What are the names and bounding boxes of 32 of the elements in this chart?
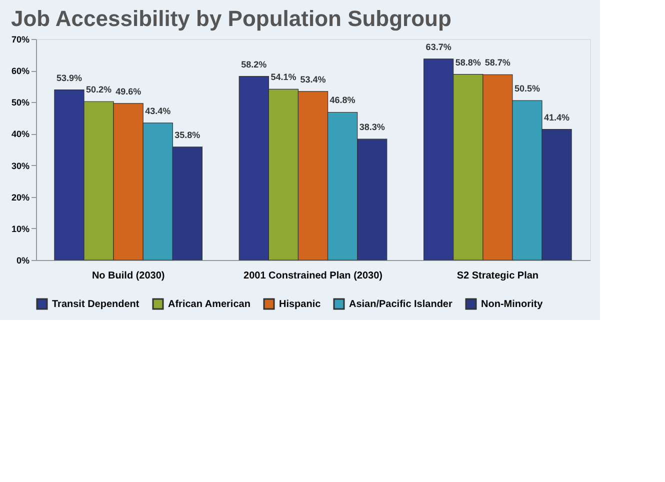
data-label: 50.5%	[514, 84, 540, 94]
x-tick-label: S2 Strategic Plan	[456, 270, 539, 282]
legend-label: Asian/Pacific Islander	[349, 299, 452, 310]
data-label: 43.4%	[145, 106, 171, 116]
data-label: 58.8%	[455, 57, 481, 68]
y-tick-label: 60%	[11, 66, 30, 76]
y-tick-label: 40%	[11, 129, 30, 140]
y-tick-label: 20%	[11, 192, 30, 202]
y-tick-label: 50%	[11, 98, 30, 108]
data-label: 53.4%	[300, 74, 326, 84]
data-label: 58.2%	[241, 59, 267, 70]
legend-label: African American	[168, 299, 250, 310]
data-label: 46.8%	[330, 95, 356, 106]
data-label: 35.8%	[174, 130, 200, 140]
x-tick-label: No Build (2030)	[92, 270, 165, 282]
legend-label: Transit Dependent	[52, 299, 140, 310]
data-label: 49.6%	[116, 86, 142, 96]
data-label: 58.7%	[484, 58, 510, 68]
y-tick-label: 0%	[16, 256, 30, 266]
legend-label: Non-Minority	[481, 299, 544, 310]
data-label: 53.9%	[56, 72, 82, 83]
data-label: 63.7%	[426, 42, 452, 52]
data-label: 54.1%	[270, 72, 296, 82]
data-label: 41.4%	[544, 112, 570, 122]
y-tick-label: 70%	[11, 34, 30, 44]
data-label: 50.2%	[86, 84, 112, 95]
x-tick-label: 2001 Constrained Plan (2030)	[244, 270, 382, 282]
y-tick-label: 30%	[11, 160, 30, 171]
chart-title: Job Accessibility by Population Subgroup	[10, 6, 452, 31]
data-label: 38.3%	[359, 122, 385, 132]
legend-label: Hispanic	[279, 299, 322, 310]
y-tick-label: 10%	[11, 224, 30, 234]
